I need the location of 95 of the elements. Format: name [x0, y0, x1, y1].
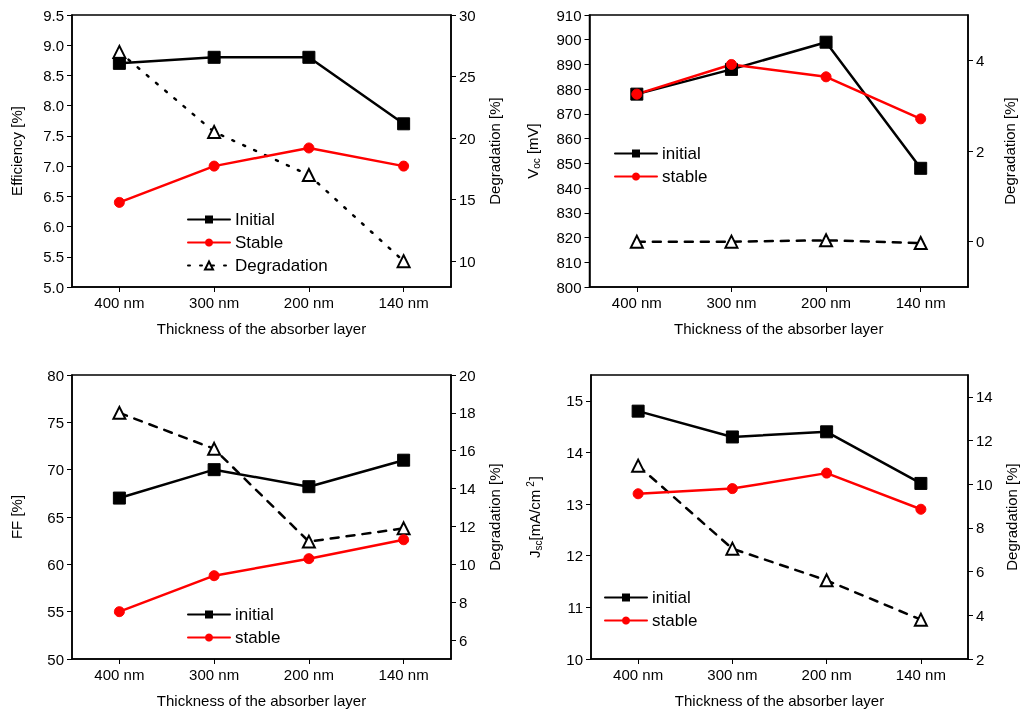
y-tick-label: 890	[556, 55, 582, 73]
y-axis-title: FF [%]	[8, 494, 25, 540]
y-tick-label: 13	[566, 495, 583, 513]
x-tick-label: 400 nm	[94, 294, 145, 311]
y2-tick-label: 20	[459, 366, 476, 384]
x-tick-label: 140 nm	[895, 666, 946, 683]
y2-tick-label: 4	[976, 606, 985, 624]
y2-tick-label: 2	[976, 650, 985, 668]
y-tick-label: 75	[47, 413, 64, 431]
y-tick-label: 7.0	[43, 157, 64, 175]
y-tick-label: 10	[566, 650, 583, 668]
x-tick-label: 300 nm	[189, 666, 240, 683]
legend-label: stable	[662, 167, 708, 186]
y2-axis-title: Degradation [%]	[1002, 463, 1020, 571]
y2-tick-label: 25	[459, 68, 476, 86]
y2-tick-label: 12	[976, 432, 993, 450]
y-tick-label: 870	[556, 105, 582, 123]
y-tick-label: 8.0	[43, 97, 64, 115]
legend-label: Degradation	[235, 256, 328, 275]
y2-tick-label: 6	[976, 563, 985, 581]
y2-tick-label: 14	[976, 388, 993, 406]
x-tick-label: 200 nm	[283, 294, 334, 311]
y2-tick-label: 8	[976, 519, 985, 537]
y-tick-label: 840	[556, 179, 582, 197]
y-tick-label: 820	[556, 229, 582, 247]
x-axis-title: Thickness of the absorber layer	[156, 320, 367, 337]
y-tick-label: 80	[47, 366, 64, 384]
x-tick-label: 300 nm	[189, 294, 240, 311]
legend-label: Stable	[235, 233, 284, 252]
y-tick-label: 55	[47, 603, 64, 621]
y2-axis-title: Degradation [%]	[485, 463, 503, 571]
y2-tick-label: 0	[976, 233, 985, 251]
x-tick-label: 200 nm	[283, 666, 334, 683]
y2-tick-label: 15	[459, 191, 476, 209]
x-tick-label: 300 nm	[706, 294, 757, 311]
y2-tick-label: 10	[976, 475, 993, 493]
y-axis-title: Voc [mV]	[524, 123, 542, 179]
y-tick-label: 15	[566, 392, 583, 410]
legend-label: initial	[235, 605, 274, 624]
y2-tick-label: 14	[459, 480, 476, 498]
y-tick-label: 6.0	[43, 218, 64, 236]
legend-label: Initial	[235, 210, 275, 229]
y-tick-label: 800	[556, 278, 582, 296]
x-tick-label: 400 nm	[613, 666, 664, 683]
x-tick-label: 140 nm	[378, 294, 429, 311]
y-tick-label: 5.5	[43, 248, 64, 266]
x-tick-label: 200 nm	[801, 666, 852, 683]
legend-label: stable	[652, 611, 698, 630]
y2-axis-title: Degradation [%]	[1001, 97, 1018, 205]
y2-tick-label: 10	[459, 252, 476, 270]
y-tick-label: 9.0	[43, 36, 64, 54]
y2-tick-label: 30	[459, 6, 476, 24]
y-tick-label: 850	[556, 154, 582, 172]
y-axis-title: Efficiency [%]	[8, 106, 25, 196]
y-tick-label: 810	[556, 253, 582, 271]
y2-tick-label: 16	[459, 442, 476, 460]
y-tick-label: 5.0	[43, 278, 64, 296]
x-tick-label: 300 nm	[707, 666, 758, 683]
y-tick-label: 14	[566, 443, 583, 461]
y-tick-label: 70	[47, 461, 64, 479]
y-tick-label: 12	[566, 547, 583, 565]
y-tick-label: 910	[556, 6, 582, 24]
y-tick-label: 11	[567, 598, 583, 616]
x-axis-title: Thickness of the absorber layer	[674, 692, 885, 709]
x-tick-label: 140 nm	[895, 294, 946, 311]
x-tick-label: 140 nm	[378, 666, 429, 683]
x-tick-label: 400 nm	[94, 666, 145, 683]
y-axis-title: Jsc[mA/cm2]	[524, 475, 544, 559]
y-tick-label: 60	[47, 555, 64, 573]
y2-tick-label: 8	[459, 593, 468, 611]
y-tick-label: 880	[556, 80, 582, 98]
y2-tick-label: 20	[459, 129, 476, 147]
y-tick-label: 8.5	[43, 66, 64, 84]
x-axis-title: Thickness of the absorber layer	[674, 320, 884, 337]
legend-label: initial	[652, 588, 691, 607]
y-tick-label: 65	[47, 508, 64, 526]
legend-label: initial	[662, 144, 701, 163]
x-tick-label: 200 nm	[801, 294, 852, 311]
y-tick-label: 50	[47, 650, 64, 668]
y2-tick-label: 12	[459, 517, 476, 535]
y2-tick-label: 10	[459, 555, 476, 573]
y-tick-label: 7.5	[43, 127, 64, 145]
y2-tick-label: 18	[459, 404, 476, 422]
y2-axis-title: Degradation [%]	[485, 97, 503, 205]
x-tick-label: 400 nm	[611, 294, 662, 311]
y2-tick-label: 2	[976, 142, 985, 160]
y2-tick-label: 6	[459, 631, 468, 649]
y2-tick-label: 4	[976, 51, 985, 69]
y-tick-label: 6.5	[43, 187, 64, 205]
y-tick-label: 9.5	[43, 6, 64, 24]
y-tick-label: 860	[556, 130, 582, 148]
x-axis-title: Thickness of the absorber layer	[156, 692, 367, 709]
y-tick-label: 830	[556, 204, 582, 222]
legend-label: stable	[235, 628, 281, 647]
y-tick-label: 900	[556, 31, 582, 49]
